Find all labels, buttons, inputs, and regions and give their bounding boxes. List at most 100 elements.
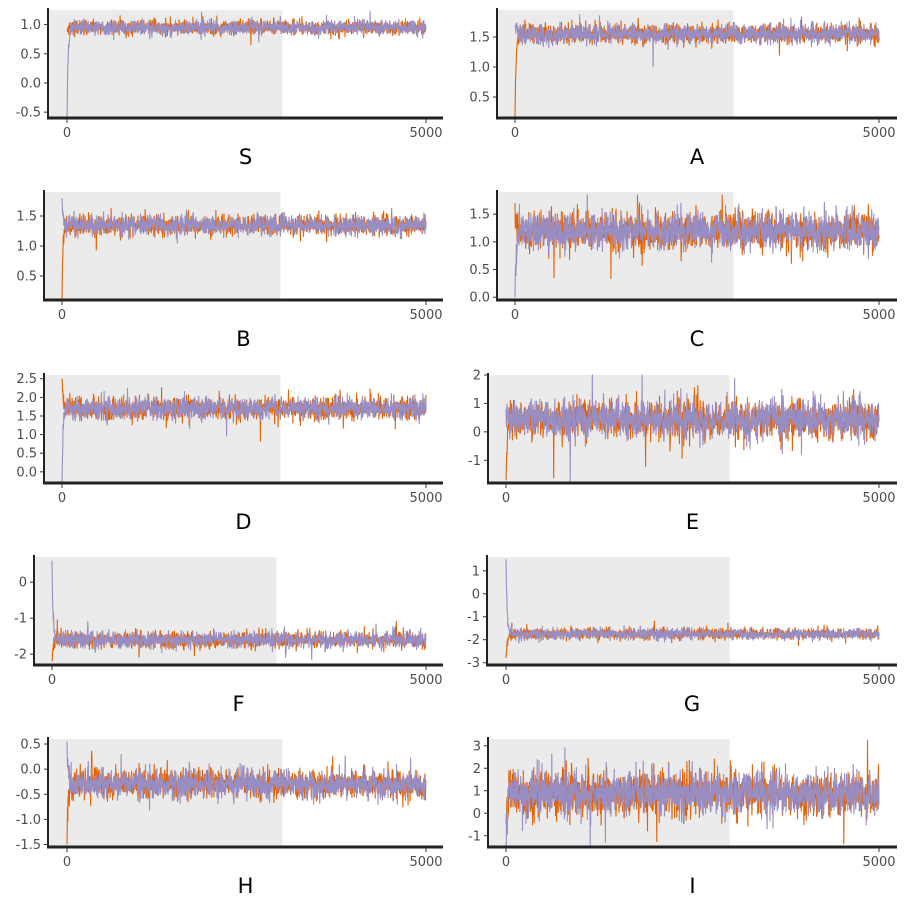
- panel-title: E: [685, 509, 700, 534]
- x-tick-label: 5000: [862, 673, 895, 688]
- y-tick-label: 2.5: [16, 372, 37, 387]
- y-tick-label: -2: [14, 648, 27, 663]
- trace-plot: 0.5 1.0 1.5 0 5000: [469, 8, 897, 141]
- x-tick-label: 5000: [862, 308, 895, 323]
- chain-2-line: [505, 747, 880, 848]
- panel-title: I: [689, 874, 696, 899]
- chain-2-line: [505, 559, 880, 644]
- x-tick-label: 5000: [862, 126, 895, 141]
- trace-panel-f: -2 -1 0 0 5000 F: [0, 547, 453, 729]
- chain-2-line: [61, 387, 427, 483]
- y-tick-label: -1: [467, 610, 480, 625]
- y-tick-label: 3: [473, 739, 481, 754]
- panel-title: F: [232, 691, 245, 716]
- y-tick-label: 0: [473, 425, 481, 440]
- y-tick-label: 0: [473, 807, 481, 822]
- x-tick-label: 0: [502, 855, 510, 870]
- y-tick-label: 1.0: [469, 236, 490, 251]
- warmup-region: [45, 374, 281, 483]
- trace-plot: 0.0 0.5 1.0 1.5 2.0 2.5 0 5000: [16, 372, 443, 506]
- y-tick-label: -1.0: [16, 813, 41, 828]
- y-tick-label: 0: [472, 587, 480, 602]
- y-tick-label: 1: [473, 784, 481, 799]
- y-tick-label: 0.5: [20, 47, 41, 62]
- chain-2-line: [61, 198, 427, 244]
- trace-panel-c: 0.0 0.5 1.0 1.5 0 5000 C: [451, 182, 904, 364]
- x-tick-label: 5000: [862, 491, 895, 506]
- x-tick-label: 5000: [409, 126, 442, 141]
- y-tick-label: 1.0: [469, 61, 490, 76]
- x-tick-label: 5000: [862, 855, 895, 870]
- y-tick-label: -1: [14, 612, 27, 627]
- y-tick-label: 0: [19, 576, 27, 591]
- x-tick-label: 5000: [409, 308, 442, 323]
- y-tick-label: 2.0: [16, 390, 37, 405]
- chain-2-line: [66, 10, 427, 119]
- x-tick-label: 5000: [409, 673, 442, 688]
- warmup-region: [45, 192, 281, 301]
- y-tick-label: 1.0: [20, 18, 41, 33]
- x-tick-label: 0: [63, 855, 71, 870]
- y-tick-label: 1.5: [16, 210, 37, 225]
- y-tick-label: -1: [468, 453, 481, 468]
- y-tick-label: 0.5: [16, 446, 37, 461]
- x-tick-label: 0: [502, 673, 510, 688]
- panel-title: A: [689, 145, 705, 169]
- warmup-region: [35, 556, 277, 665]
- trace-plot: -1 0 1 2 3 0 5000: [468, 737, 897, 870]
- y-tick-label: 0.0: [469, 291, 490, 306]
- panel-title: B: [236, 327, 251, 352]
- y-tick-label: -3: [467, 656, 480, 671]
- trace-panel-h: -1.5 -1.0 -0.5 0.0 0.5 0 5000 H: [0, 729, 453, 911]
- x-tick-label: 0: [58, 308, 66, 323]
- y-tick-label: -0.5: [16, 788, 41, 803]
- trace-plot: -2 -1 0 0 5000: [14, 554, 443, 688]
- x-tick-label: 5000: [409, 491, 442, 506]
- y-tick-label: 2: [473, 368, 481, 383]
- y-tick-label: 1: [473, 397, 481, 412]
- trace-panel-s: -0.5 0.0 0.5 1.0 0 5000 S: [0, 0, 453, 182]
- chain-2-line: [66, 741, 427, 812]
- y-tick-label: 1.5: [469, 208, 490, 223]
- y-tick-label: 1.5: [469, 31, 490, 46]
- x-tick-label: 0: [58, 491, 66, 506]
- y-tick-label: -2: [467, 633, 480, 648]
- y-tick-label: 0.5: [20, 738, 41, 753]
- y-tick-label: 0.0: [20, 76, 41, 91]
- chain-2-line: [505, 374, 880, 484]
- y-tick-label: -1.5: [16, 838, 41, 853]
- panel-title: C: [689, 327, 705, 352]
- trace-panel-i: -1 0 1 2 3 0 5000 I: [451, 729, 904, 911]
- y-tick-label: 0.5: [469, 263, 490, 278]
- panel-title: D: [235, 509, 252, 534]
- panel-title: S: [238, 145, 253, 169]
- trace-plot: -3 -2 -1 0 1 0 5000: [467, 554, 897, 688]
- trace-panel-a: 0.5 1.0 1.5 0 5000 A: [451, 0, 904, 182]
- panel-title: G: [683, 691, 701, 716]
- trace-panel-e: -1 0 1 2 0 5000 E: [451, 365, 904, 547]
- y-tick-label: 0.0: [20, 763, 41, 778]
- trace-panel-g: -3 -2 -1 0 1 0 5000 G: [451, 547, 904, 729]
- y-tick-label: 1.0: [16, 240, 37, 255]
- y-tick-label: 1: [472, 564, 480, 579]
- y-tick-label: 1.5: [16, 409, 37, 424]
- panel-title: H: [237, 874, 254, 899]
- x-tick-label: 0: [502, 491, 510, 506]
- trace-plot: 0.0 0.5 1.0 1.5 0 5000: [469, 190, 897, 323]
- x-tick-label: 0: [48, 673, 56, 688]
- y-tick-label: 0.0: [16, 465, 37, 480]
- warmup-region: [488, 556, 730, 665]
- trace-plot: -1 0 1 2 0 5000: [468, 368, 897, 506]
- y-tick-label: -1: [468, 829, 481, 844]
- y-tick-label: 1.0: [16, 428, 37, 443]
- x-tick-label: 0: [511, 308, 519, 323]
- trace-panel-b: 0.5 1.0 1.5 0 5000 B: [0, 182, 453, 364]
- chain-2-line: [51, 560, 427, 660]
- chain-2-line: [514, 14, 880, 68]
- y-tick-label: -0.5: [16, 106, 41, 121]
- trace-panel-d: 0.0 0.5 1.0 1.5 2.0 2.5 0 5000 D: [0, 365, 453, 547]
- x-tick-label: 0: [511, 126, 519, 141]
- y-tick-label: 0.5: [469, 91, 490, 106]
- trace-plot: -0.5 0.0 0.5 1.0 0 5000: [16, 8, 443, 141]
- x-tick-label: 5000: [409, 855, 442, 870]
